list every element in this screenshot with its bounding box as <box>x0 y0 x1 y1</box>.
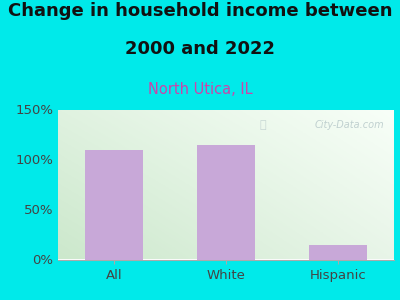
Bar <box>85 149 143 260</box>
Text: 2000 and 2022: 2000 and 2022 <box>125 40 275 58</box>
Bar <box>197 145 255 260</box>
Text: City-Data.com: City-Data.com <box>314 120 384 130</box>
Text: Ⓜ: Ⓜ <box>260 120 266 130</box>
Bar <box>309 244 367 260</box>
Text: Change in household income between: Change in household income between <box>8 2 392 20</box>
Text: North Utica, IL: North Utica, IL <box>148 82 252 98</box>
